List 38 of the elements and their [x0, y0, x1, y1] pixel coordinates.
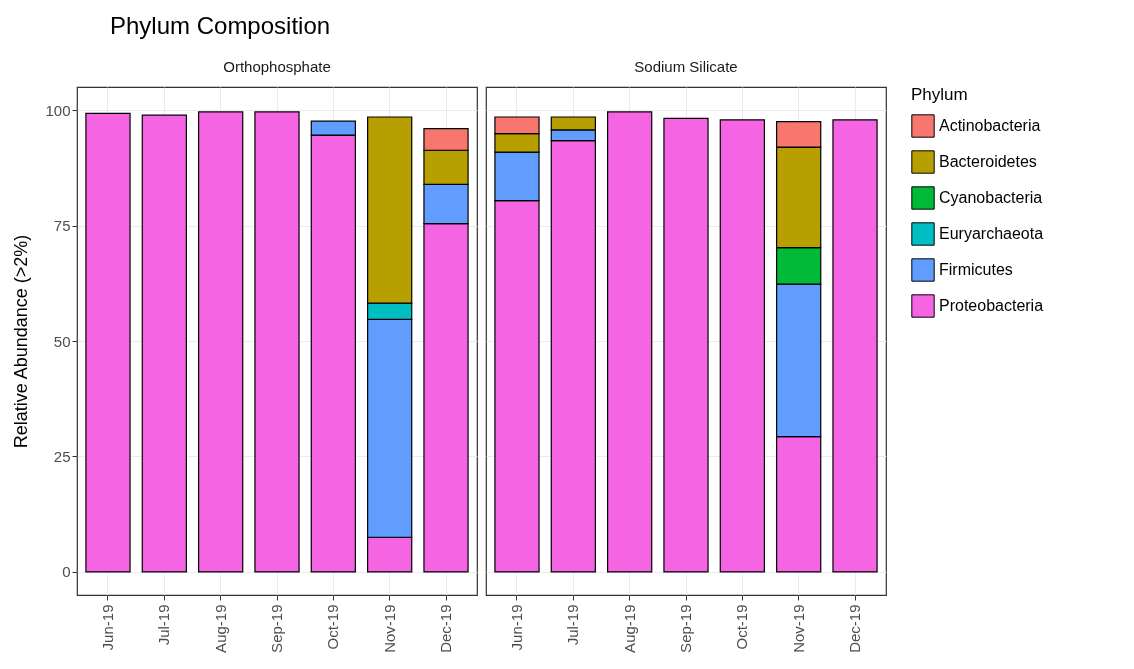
y-tick-label: 50 — [53, 332, 71, 350]
x-tick-label: Jul-19 — [155, 604, 173, 646]
x-tick-label: Aug-19 — [211, 604, 229, 653]
bar — [141, 114, 187, 573]
y-tick-label: 75 — [53, 217, 71, 235]
x-tick-label: Jul-19 — [564, 604, 582, 646]
bar — [254, 111, 300, 573]
chart-subtitle: Sodium Silicate — [634, 58, 738, 75]
y-axis-title: Relative Abundance (>2%) — [11, 234, 32, 449]
y-tick-label: 25 — [53, 447, 71, 465]
chart-title: Phylum Composition — [110, 12, 331, 39]
legend-label: Euryarchaeota — [939, 225, 1044, 242]
chart-subtitle: Orthophosphate — [223, 58, 331, 75]
legend-label: Actinobacteria — [939, 117, 1041, 134]
x-tick-label: Oct-19 — [324, 604, 342, 650]
bar — [832, 119, 878, 573]
bar — [607, 111, 653, 573]
legend-label: Bacteroidetes — [939, 153, 1037, 170]
bar — [719, 119, 765, 573]
x-tick-label: Nov-19 — [380, 604, 398, 653]
bar — [198, 111, 244, 573]
legend-label: Cyanobacteria — [939, 189, 1043, 206]
x-tick-label: Sep-19 — [677, 604, 694, 653]
x-tick-label: Jun-19 — [507, 604, 525, 651]
x-tick-label: Sep-19 — [268, 604, 285, 653]
bar — [85, 112, 131, 573]
x-tick-label: Jun-19 — [98, 604, 116, 651]
x-tick-label: Dec-19 — [846, 604, 864, 653]
legend-title: Phylum — [911, 85, 968, 104]
x-tick-label: Aug-19 — [620, 604, 638, 653]
legend-label: Firmicutes — [939, 261, 1013, 278]
legend-label: Proteobacteria — [939, 297, 1044, 314]
x-tick-label: Oct-19 — [733, 604, 751, 650]
y-tick-label: 0 — [62, 563, 71, 581]
x-tick-label: Dec-19 — [437, 604, 455, 653]
y-tick-label: 100 — [45, 101, 71, 119]
x-tick-label: Nov-19 — [789, 604, 807, 653]
bar — [663, 117, 709, 573]
